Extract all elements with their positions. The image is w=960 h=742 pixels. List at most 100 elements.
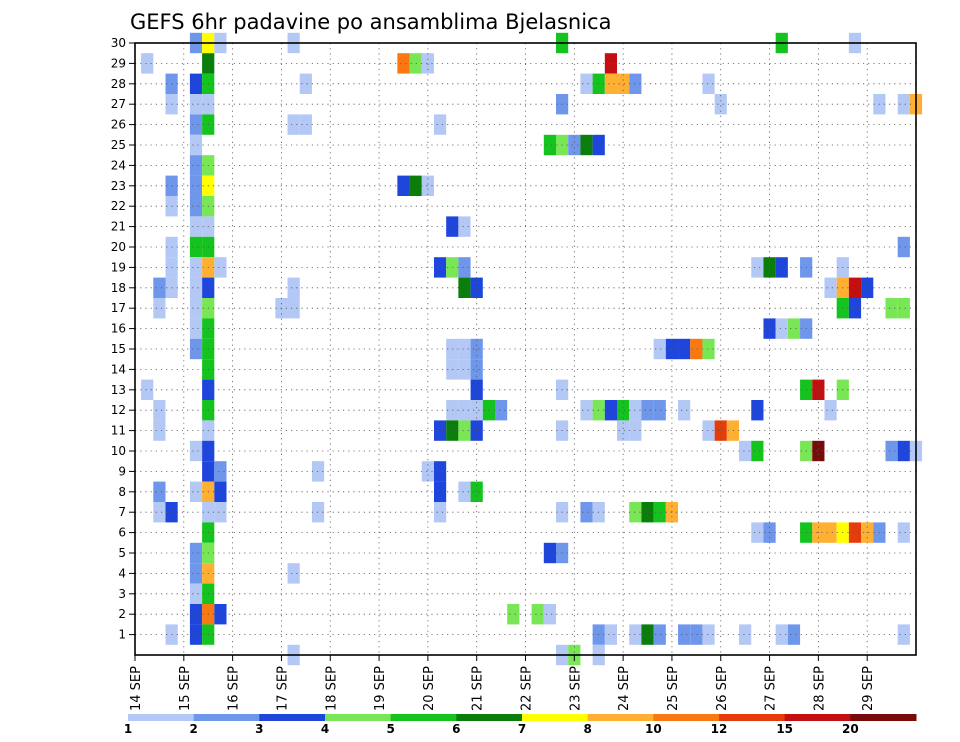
heatmap-cell	[751, 440, 764, 462]
heatmap-cell	[153, 481, 166, 502]
heatmap-cell	[299, 114, 312, 135]
legend-swatch	[784, 714, 851, 721]
heatmap-cell	[775, 318, 788, 339]
legend-label: 5	[386, 722, 394, 736]
legend-swatch	[850, 714, 917, 721]
heatmap-cell	[189, 563, 203, 584]
heatmap-cell	[287, 298, 300, 319]
y-tick-label: 15	[111, 342, 126, 356]
heatmap-cell	[421, 175, 434, 196]
heatmap-cell	[189, 318, 203, 339]
heatmap-cell	[189, 624, 203, 645]
heatmap-cell	[580, 134, 593, 156]
heatmap-cell	[189, 236, 203, 258]
heatmap-cell	[617, 420, 630, 441]
heatmap-cell	[751, 257, 764, 278]
heatmap-cell	[141, 53, 154, 74]
y-tick-label: 11	[111, 424, 126, 438]
heatmap-cell	[714, 94, 727, 115]
heatmap-cell	[214, 502, 227, 523]
legend-swatch	[390, 714, 457, 721]
heatmap-cell	[287, 563, 300, 584]
heatmap-cell	[458, 277, 471, 298]
legend-swatch	[653, 714, 720, 721]
heatmap-cell	[848, 522, 862, 543]
heatmap-cell	[153, 400, 166, 421]
heatmap-cell	[751, 400, 764, 421]
heatmap-cell	[299, 73, 312, 94]
heatmap-cell	[153, 277, 166, 298]
heatmap-cell	[897, 94, 910, 115]
heatmap-cell	[214, 257, 227, 278]
heatmap-cell	[433, 461, 447, 482]
heatmap-cell	[580, 502, 593, 523]
heatmap-cell	[189, 440, 203, 462]
heatmap-cell	[189, 298, 203, 319]
chart-title: GEFS 6hr padavine po ansamblima Bjelasni…	[130, 10, 611, 34]
y-tick-label: 16	[111, 322, 126, 336]
y-tick-label: 13	[111, 383, 126, 397]
heatmap-cell	[885, 440, 898, 462]
heatmap-cell	[470, 379, 483, 400]
heatmap-cell	[421, 53, 434, 74]
heatmap-cell	[189, 481, 203, 502]
heatmap-cell	[189, 604, 203, 625]
heatmap-cell	[458, 257, 471, 278]
legend-label: 4	[321, 722, 329, 736]
y-tick-label: 19	[111, 260, 126, 274]
heatmap-cell	[458, 481, 471, 502]
legend-label: 10	[645, 722, 662, 736]
heatmap-cell	[189, 216, 203, 237]
heatmap-cell	[189, 155, 203, 176]
y-tick-label: 27	[111, 97, 126, 111]
legend-label: 3	[255, 722, 263, 736]
heatmap-cell	[787, 624, 801, 645]
heatmap-cell	[897, 522, 910, 543]
heatmap-cell	[702, 338, 715, 360]
heatmap-cell	[604, 624, 618, 645]
legend-swatch	[522, 714, 589, 721]
y-tick-label: 14	[111, 362, 126, 376]
y-tick-label: 25	[111, 138, 126, 152]
heatmap-cell	[470, 481, 483, 502]
heatmap-cell	[189, 73, 203, 94]
heatmap-cell	[433, 481, 447, 502]
heatmap-cell	[848, 298, 862, 319]
legend-swatch	[456, 714, 523, 721]
x-tick-label: 20 SEP	[422, 666, 437, 711]
heatmap-cell	[604, 53, 618, 74]
heatmap-cell	[641, 400, 654, 421]
heatmap-cell	[287, 114, 300, 135]
heatmap-cell	[824, 400, 837, 421]
legend-label: 6	[452, 722, 460, 736]
y-tick-label: 26	[111, 118, 126, 132]
heatmap-cells	[141, 32, 923, 666]
heatmap-cell	[141, 379, 154, 400]
y-tick-label: 22	[111, 199, 126, 213]
x-tick-label: 29 SEP	[861, 666, 876, 711]
heatmap-cell	[897, 440, 910, 462]
heatmap-cell	[678, 400, 691, 421]
heatmap-cell	[690, 624, 703, 645]
heatmap-cell	[153, 420, 166, 441]
legend-swatch	[259, 714, 326, 721]
heatmap-cell	[470, 338, 483, 360]
y-tick-label: 8	[118, 485, 126, 499]
y-tick-label: 2	[118, 607, 126, 621]
legend-swatch	[128, 714, 195, 721]
heatmap-cell	[714, 420, 727, 441]
heatmap-cell	[189, 338, 203, 360]
heatmap-cell	[897, 298, 910, 319]
heatmap-cell	[409, 53, 422, 74]
y-axis-ticks: 1234567891011121314151617181920212223242…	[111, 36, 135, 642]
heatmap-cell	[702, 420, 715, 441]
grid-lines	[135, 43, 916, 655]
heatmap-cell	[458, 338, 471, 360]
heatmap-cell	[653, 502, 666, 523]
y-tick-label: 12	[111, 403, 126, 417]
y-tick-label: 5	[118, 546, 126, 560]
legend-swatch	[325, 714, 392, 721]
heatmap-cell	[702, 73, 715, 94]
y-tick-label: 30	[111, 36, 126, 50]
heatmap-cell	[470, 400, 483, 421]
